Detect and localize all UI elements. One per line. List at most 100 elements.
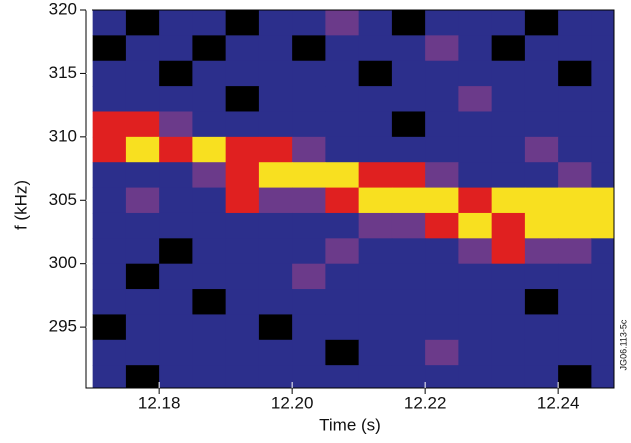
heatmap-cell bbox=[491, 86, 526, 112]
heatmap-cell bbox=[225, 35, 260, 62]
heatmap-cell bbox=[425, 86, 459, 112]
heatmap-cell bbox=[292, 212, 326, 239]
heatmap-cell bbox=[325, 111, 360, 138]
heatmap-cell bbox=[125, 136, 160, 163]
heatmap-cell bbox=[125, 86, 160, 112]
heatmap-cell bbox=[159, 212, 193, 239]
heatmap-cell bbox=[491, 339, 526, 366]
heatmap-cell bbox=[558, 86, 592, 112]
heatmap-cell bbox=[425, 35, 459, 62]
heatmap-cell bbox=[258, 365, 293, 388]
heatmap-cell bbox=[292, 238, 326, 265]
heatmap-cell bbox=[258, 187, 293, 214]
heatmap-cell bbox=[358, 162, 393, 189]
heatmap-cell bbox=[258, 162, 293, 189]
heatmap-cell bbox=[258, 212, 293, 239]
heatmap-cell bbox=[558, 187, 592, 214]
y-tick-label: 315 bbox=[49, 63, 77, 82]
heatmap-cell bbox=[92, 289, 127, 315]
heatmap-cell bbox=[258, 111, 293, 138]
heatmap-cell bbox=[125, 289, 160, 315]
heatmap-cell bbox=[558, 60, 592, 87]
heatmap-cell bbox=[92, 263, 127, 290]
heatmap-cell bbox=[125, 111, 160, 138]
heatmap-cell bbox=[258, 10, 293, 36]
heatmap-cell bbox=[591, 35, 614, 62]
heatmap-cell bbox=[225, 365, 260, 388]
heatmap-cell bbox=[92, 238, 127, 265]
y-axis-label: f (kHz) bbox=[11, 180, 30, 230]
heatmap-cell bbox=[225, 136, 260, 163]
heatmap-cell bbox=[192, 212, 227, 239]
heatmap-cell bbox=[125, 10, 160, 36]
heatmap-cell bbox=[92, 111, 127, 138]
heatmap-cell bbox=[258, 86, 293, 112]
heatmap-cell bbox=[358, 212, 393, 239]
heatmap-cell bbox=[524, 60, 559, 87]
heatmap-cell bbox=[591, 136, 614, 163]
heatmap-cell bbox=[292, 86, 326, 112]
heatmap-cell bbox=[458, 35, 493, 62]
heatmap-cell bbox=[458, 339, 493, 366]
heatmap-cell bbox=[258, 314, 293, 341]
heatmap-cell bbox=[358, 187, 393, 214]
heatmap-cell bbox=[391, 10, 426, 36]
heatmap-cell bbox=[358, 289, 393, 315]
heatmap-cell bbox=[159, 339, 193, 366]
heatmap-cell bbox=[292, 314, 326, 341]
heatmap-cell bbox=[292, 263, 326, 290]
heatmap-cell bbox=[524, 212, 559, 239]
heatmap-cell bbox=[425, 136, 459, 163]
heatmap-cell bbox=[92, 136, 127, 163]
heatmap-cell bbox=[591, 111, 614, 138]
heatmap-cell bbox=[591, 187, 614, 214]
heatmap-cell bbox=[92, 339, 127, 366]
x-tick-label: 12.18 bbox=[138, 393, 181, 412]
heatmap-cell bbox=[92, 365, 127, 388]
heatmap-cell bbox=[524, 263, 559, 290]
heatmap-cell bbox=[292, 162, 326, 189]
heatmap-cell bbox=[325, 314, 360, 341]
heatmap-cell bbox=[524, 187, 559, 214]
heatmap-cell bbox=[458, 238, 493, 265]
heatmap-cell bbox=[325, 60, 360, 87]
heatmap-cell bbox=[225, 314, 260, 341]
heatmap-cell bbox=[258, 263, 293, 290]
heatmap-cell bbox=[325, 365, 360, 388]
heatmap-cell bbox=[258, 238, 293, 265]
heatmap-cell bbox=[225, 339, 260, 366]
x-tick-label: 12.24 bbox=[537, 393, 580, 412]
heatmap-cell bbox=[325, 187, 360, 214]
heatmap-cell bbox=[292, 339, 326, 366]
heatmap-cell bbox=[258, 35, 293, 62]
heatmap-cell bbox=[591, 339, 614, 366]
heatmap-cell bbox=[159, 187, 193, 214]
heatmap-cell bbox=[558, 10, 592, 36]
heatmap-cell bbox=[292, 10, 326, 36]
heatmap-cell bbox=[591, 162, 614, 189]
heatmap-cell bbox=[425, 212, 459, 239]
heatmap-cell bbox=[524, 289, 559, 315]
heatmap-cell bbox=[92, 60, 127, 87]
heatmap-cell bbox=[358, 263, 393, 290]
x-axis-label: Time (s) bbox=[319, 415, 381, 434]
heatmap-cell bbox=[524, 365, 559, 388]
heatmap-cell bbox=[558, 339, 592, 366]
heatmap-cell bbox=[92, 86, 127, 112]
heatmap-cell bbox=[159, 238, 193, 265]
heatmap-cell bbox=[125, 212, 160, 239]
heatmap-cell bbox=[292, 365, 326, 388]
heatmap-cell bbox=[425, 60, 459, 87]
heatmap-cell bbox=[92, 10, 127, 36]
heatmap-cell bbox=[225, 111, 260, 138]
heatmap-cell bbox=[125, 365, 160, 388]
heatmap-cell bbox=[225, 238, 260, 265]
heatmap-cell bbox=[558, 35, 592, 62]
heatmap-cell bbox=[192, 339, 227, 366]
heatmap-cell bbox=[391, 263, 426, 290]
heatmap-cell bbox=[225, 86, 260, 112]
heatmap-cell bbox=[458, 60, 493, 87]
heatmap-cell bbox=[159, 10, 193, 36]
heatmap-cell bbox=[425, 263, 459, 290]
